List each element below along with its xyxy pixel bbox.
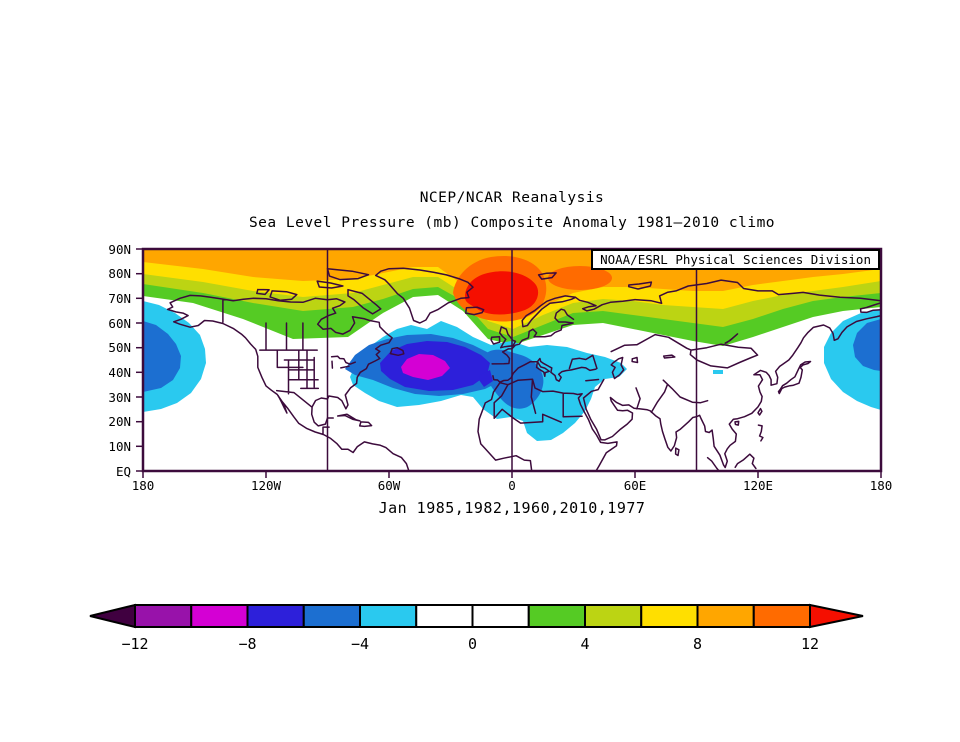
colorbar-tick-label: 12	[801, 635, 819, 653]
colorbar-tick-label: −8	[238, 635, 256, 653]
colorbar-tick-label: −12	[121, 635, 148, 653]
colorbar-segment	[641, 605, 697, 627]
page: NCEP/NCAR Reanalysis Sea Level Pressure …	[0, 0, 960, 742]
anomaly-small-cyan-patch	[713, 370, 723, 374]
lat-tick-label: 80N	[108, 266, 131, 281]
colorbar-segment	[754, 605, 810, 627]
lon-tick-label: 180	[851, 478, 911, 493]
lat-tick-label: 30N	[108, 390, 131, 405]
map-svg	[143, 249, 881, 471]
colorbar-tick-label: −4	[351, 635, 369, 653]
map-frame: NOAA/ESRL Physical Sciences Division	[143, 249, 881, 471]
lon-tick-label: 180	[113, 478, 173, 493]
colorbar: −12 −8 −4 0 4 8 12	[88, 601, 865, 655]
colorbar-segment	[191, 605, 247, 627]
lon-tick-label: 0	[482, 478, 542, 493]
composite-caption: Jan 1985,1982,1960,2010,1977	[143, 499, 881, 517]
lat-tick-label: 60N	[108, 316, 131, 331]
colorbar-segment	[360, 605, 416, 627]
lat-tick-label: 50N	[108, 340, 131, 355]
credit-box: NOAA/ESRL Physical Sciences Division	[591, 249, 880, 270]
lon-tick-label: 60E	[605, 478, 665, 493]
colorbar-segment	[416, 605, 472, 627]
plot-title: NCEP/NCAR Reanalysis	[143, 190, 881, 206]
lat-tick-label: 20N	[108, 414, 131, 429]
colorbar-segment	[304, 605, 360, 627]
colorbar-below-arrow	[90, 605, 135, 627]
lon-tick-label: 60W	[359, 478, 419, 493]
colorbar-tick-label: 8	[693, 635, 702, 653]
latitude-axis-labels: 90N80N70N60N50N40N30N20N10NEQ	[89, 249, 137, 471]
lon-tick-label: 120W	[236, 478, 296, 493]
colorbar-segment	[473, 605, 529, 627]
colorbar-above-arrow	[810, 605, 863, 627]
colorbar-tick-label: 0	[468, 635, 477, 653]
lat-tick-label: 40N	[108, 365, 131, 380]
lat-tick-label: 70N	[108, 291, 131, 306]
colorbar-tick-label: 4	[580, 635, 589, 653]
lat-tick-label: 10N	[108, 439, 131, 454]
longitude-axis-labels: 180120W60W060E120E180	[143, 478, 881, 494]
colorbar-segment	[698, 605, 754, 627]
lon-tick-label: 120E	[728, 478, 788, 493]
colorbar-segment	[529, 605, 585, 627]
lat-tick-label: EQ	[116, 464, 131, 479]
lat-tick-label: 90N	[108, 242, 131, 257]
colorbar-segment	[585, 605, 641, 627]
colorbar-segment	[135, 605, 191, 627]
colorbar-segment	[248, 605, 304, 627]
plot-subtitle: Sea Level Pressure (mb) Composite Anomal…	[143, 215, 881, 231]
